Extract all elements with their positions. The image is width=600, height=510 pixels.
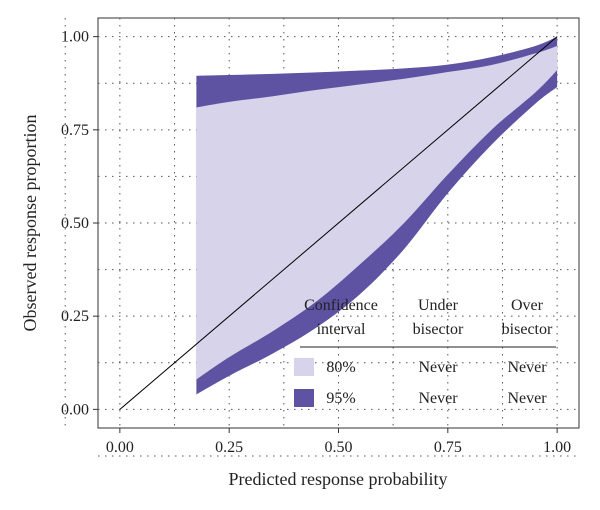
x-tick-label: 1.00: [543, 439, 571, 456]
legend-swatch: [294, 389, 314, 407]
legend-header: Under: [418, 297, 459, 314]
y-tick-label: 1.00: [61, 29, 89, 46]
confidence-bands: [196, 36, 558, 395]
y-axis-title: Observed response proportion: [20, 115, 40, 332]
y-tick-label: 0.00: [61, 401, 89, 418]
legend-row-over: Never: [507, 390, 547, 407]
x-axis-title: Predicted response probability: [229, 469, 448, 489]
x-axis-ticks: 0.00 0.25 0.50 0.75 1.00: [106, 428, 571, 456]
legend-header: interval: [317, 321, 366, 338]
x-tick-label: 0.25: [215, 439, 243, 456]
legend-header: bisector: [502, 321, 553, 338]
legend-row-label: 80%: [326, 359, 355, 376]
y-axis-ticks: 0.00 0.25 0.50 0.75 1.00: [61, 29, 98, 418]
y-tick-label: 0.50: [61, 215, 89, 232]
y-tick-label: 0.25: [61, 308, 89, 325]
legend-row-under: Never: [418, 359, 458, 376]
bisector-line: [119, 36, 558, 410]
y-tick-label: 0.75: [61, 122, 89, 139]
x-tick-label: 0.50: [325, 439, 353, 456]
band-80pct: [196, 45, 558, 380]
legend-header: Over: [511, 297, 544, 314]
legend: Confidence interval Under bisector Over bisec…: [294, 297, 556, 407]
legend-row-under: Never: [418, 390, 458, 407]
legend-row-over: Never: [507, 359, 547, 376]
legend-swatch: [294, 358, 314, 376]
legend-row-label: 95%: [326, 390, 355, 407]
legend-header: bisector: [413, 321, 464, 338]
x-tick-label: 0.00: [106, 439, 134, 456]
x-tick-label: 0.75: [434, 439, 462, 456]
legend-header: Confidence: [304, 297, 378, 314]
